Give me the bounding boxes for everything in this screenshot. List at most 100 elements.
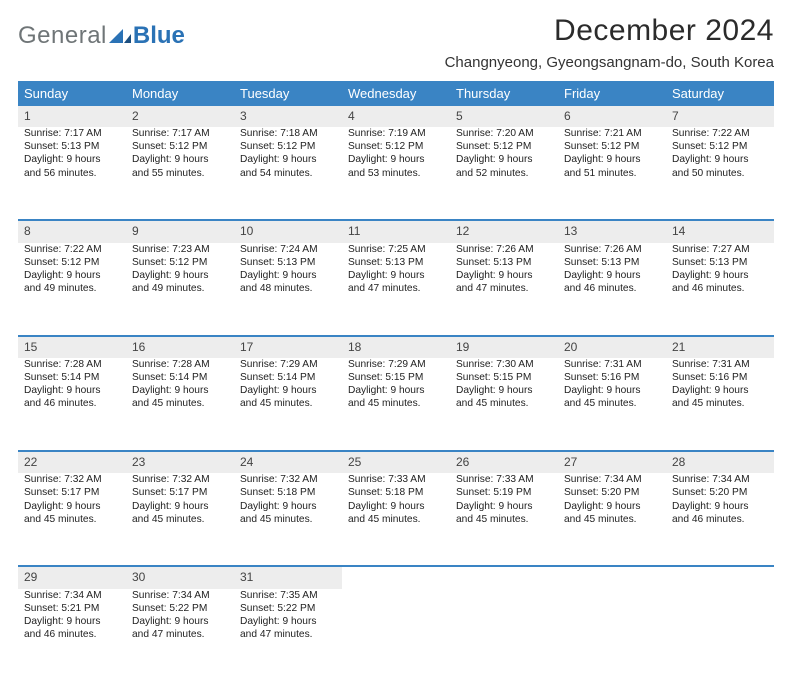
- logo-sail-icon: [109, 29, 131, 43]
- daylight-text: Daylight: 9 hours and 53 minutes.: [348, 153, 444, 179]
- day-content-cell: [558, 589, 666, 682]
- day-number-cell: 11: [342, 220, 450, 242]
- day-number-cell: 6: [558, 106, 666, 127]
- logo-text-general: General: [18, 22, 107, 50]
- sunrise-text: Sunrise: 7:33 AM: [348, 473, 444, 486]
- day-content-cell: Sunrise: 7:28 AMSunset: 5:14 PMDaylight:…: [126, 358, 234, 451]
- sunrise-text: Sunrise: 7:29 AM: [348, 358, 444, 371]
- sunrise-text: Sunrise: 7:35 AM: [240, 589, 336, 602]
- day-content-row: Sunrise: 7:32 AMSunset: 5:17 PMDaylight:…: [18, 473, 774, 566]
- sunset-text: Sunset: 5:15 PM: [348, 371, 444, 384]
- sunset-text: Sunset: 5:18 PM: [240, 486, 336, 499]
- day-content-cell: Sunrise: 7:34 AMSunset: 5:22 PMDaylight:…: [126, 589, 234, 682]
- sunrise-text: Sunrise: 7:26 AM: [456, 243, 552, 256]
- weekday-header: Wednesday: [342, 81, 450, 106]
- weekday-header: Monday: [126, 81, 234, 106]
- day-number-cell: 24: [234, 451, 342, 473]
- day-content-cell: Sunrise: 7:32 AMSunset: 5:17 PMDaylight:…: [18, 473, 126, 566]
- day-content-cell: Sunrise: 7:18 AMSunset: 5:12 PMDaylight:…: [234, 127, 342, 220]
- sunrise-text: Sunrise: 7:34 AM: [564, 473, 660, 486]
- day-number-cell: [342, 566, 450, 588]
- page: General Blue December 2024 Changnyeong, …: [0, 0, 792, 612]
- sunset-text: Sunset: 5:14 PM: [240, 371, 336, 384]
- weekday-header: Thursday: [450, 81, 558, 106]
- day-content-cell: Sunrise: 7:23 AMSunset: 5:12 PMDaylight:…: [126, 243, 234, 336]
- day-number-cell: 7: [666, 106, 774, 127]
- sunset-text: Sunset: 5:14 PM: [132, 371, 228, 384]
- sunrise-text: Sunrise: 7:20 AM: [456, 127, 552, 140]
- daylight-text: Daylight: 9 hours and 45 minutes.: [672, 384, 768, 410]
- day-number-cell: 16: [126, 336, 234, 358]
- day-content-row: Sunrise: 7:28 AMSunset: 5:14 PMDaylight:…: [18, 358, 774, 451]
- daylight-text: Daylight: 9 hours and 45 minutes.: [132, 500, 228, 526]
- day-number-cell: 30: [126, 566, 234, 588]
- day-number-cell: [558, 566, 666, 588]
- sunrise-text: Sunrise: 7:25 AM: [348, 243, 444, 256]
- sunrise-text: Sunrise: 7:24 AM: [240, 243, 336, 256]
- sunset-text: Sunset: 5:12 PM: [132, 256, 228, 269]
- sunrise-text: Sunrise: 7:17 AM: [132, 127, 228, 140]
- sunrise-text: Sunrise: 7:18 AM: [240, 127, 336, 140]
- weekday-header: Tuesday: [234, 81, 342, 106]
- day-content-cell: Sunrise: 7:17 AMSunset: 5:13 PMDaylight:…: [18, 127, 126, 220]
- day-number-row: 891011121314: [18, 220, 774, 242]
- sunrise-text: Sunrise: 7:31 AM: [564, 358, 660, 371]
- weekday-header: Friday: [558, 81, 666, 106]
- day-number-cell: 4: [342, 106, 450, 127]
- sunset-text: Sunset: 5:18 PM: [348, 486, 444, 499]
- sunset-text: Sunset: 5:12 PM: [672, 140, 768, 153]
- weekday-header: Saturday: [666, 81, 774, 106]
- day-content-cell: Sunrise: 7:24 AMSunset: 5:13 PMDaylight:…: [234, 243, 342, 336]
- sunset-text: Sunset: 5:13 PM: [348, 256, 444, 269]
- title-block: December 2024 Changnyeong, Gyeongsangnam…: [445, 14, 774, 71]
- day-content-cell: Sunrise: 7:27 AMSunset: 5:13 PMDaylight:…: [666, 243, 774, 336]
- sunset-text: Sunset: 5:20 PM: [564, 486, 660, 499]
- sunrise-text: Sunrise: 7:34 AM: [24, 589, 120, 602]
- day-number-cell: 10: [234, 220, 342, 242]
- day-content-cell: Sunrise: 7:17 AMSunset: 5:12 PMDaylight:…: [126, 127, 234, 220]
- day-number-cell: 14: [666, 220, 774, 242]
- sunrise-text: Sunrise: 7:28 AM: [132, 358, 228, 371]
- daylight-text: Daylight: 9 hours and 49 minutes.: [132, 269, 228, 295]
- daylight-text: Daylight: 9 hours and 45 minutes.: [456, 384, 552, 410]
- daylight-text: Daylight: 9 hours and 47 minutes.: [456, 269, 552, 295]
- day-content-cell: Sunrise: 7:22 AMSunset: 5:12 PMDaylight:…: [18, 243, 126, 336]
- day-number-cell: 20: [558, 336, 666, 358]
- sunrise-text: Sunrise: 7:19 AM: [348, 127, 444, 140]
- day-content-cell: [450, 589, 558, 682]
- day-number-cell: 26: [450, 451, 558, 473]
- sunrise-text: Sunrise: 7:32 AM: [240, 473, 336, 486]
- logo: General Blue: [18, 14, 185, 50]
- sunset-text: Sunset: 5:12 PM: [456, 140, 552, 153]
- day-content-row: Sunrise: 7:22 AMSunset: 5:12 PMDaylight:…: [18, 243, 774, 336]
- day-number-cell: 1: [18, 106, 126, 127]
- day-number-cell: 23: [126, 451, 234, 473]
- sunrise-text: Sunrise: 7:34 AM: [672, 473, 768, 486]
- day-content-cell: Sunrise: 7:25 AMSunset: 5:13 PMDaylight:…: [342, 243, 450, 336]
- day-content-cell: Sunrise: 7:34 AMSunset: 5:20 PMDaylight:…: [666, 473, 774, 566]
- sunrise-text: Sunrise: 7:33 AM: [456, 473, 552, 486]
- day-number-cell: 3: [234, 106, 342, 127]
- day-content-cell: Sunrise: 7:28 AMSunset: 5:14 PMDaylight:…: [18, 358, 126, 451]
- daylight-text: Daylight: 9 hours and 45 minutes.: [564, 500, 660, 526]
- day-number-row: 1234567: [18, 106, 774, 127]
- day-number-cell: 8: [18, 220, 126, 242]
- sunset-text: Sunset: 5:21 PM: [24, 602, 120, 615]
- day-number-row: 293031: [18, 566, 774, 588]
- day-content-cell: Sunrise: 7:30 AMSunset: 5:15 PMDaylight:…: [450, 358, 558, 451]
- day-content-cell: Sunrise: 7:19 AMSunset: 5:12 PMDaylight:…: [342, 127, 450, 220]
- header: General Blue December 2024 Changnyeong, …: [18, 14, 774, 71]
- page-subtitle: Changnyeong, Gyeongsangnam-do, South Kor…: [445, 54, 774, 71]
- daylight-text: Daylight: 9 hours and 54 minutes.: [240, 153, 336, 179]
- day-number-cell: 12: [450, 220, 558, 242]
- daylight-text: Daylight: 9 hours and 46 minutes.: [24, 384, 120, 410]
- sunrise-text: Sunrise: 7:21 AM: [564, 127, 660, 140]
- daylight-text: Daylight: 9 hours and 47 minutes.: [240, 615, 336, 641]
- daylight-text: Daylight: 9 hours and 45 minutes.: [240, 500, 336, 526]
- sunrise-text: Sunrise: 7:17 AM: [24, 127, 120, 140]
- sunset-text: Sunset: 5:17 PM: [132, 486, 228, 499]
- day-content-cell: Sunrise: 7:34 AMSunset: 5:20 PMDaylight:…: [558, 473, 666, 566]
- weekday-header: Sunday: [18, 81, 126, 106]
- day-content-cell: Sunrise: 7:21 AMSunset: 5:12 PMDaylight:…: [558, 127, 666, 220]
- logo-text-blue: Blue: [133, 22, 185, 50]
